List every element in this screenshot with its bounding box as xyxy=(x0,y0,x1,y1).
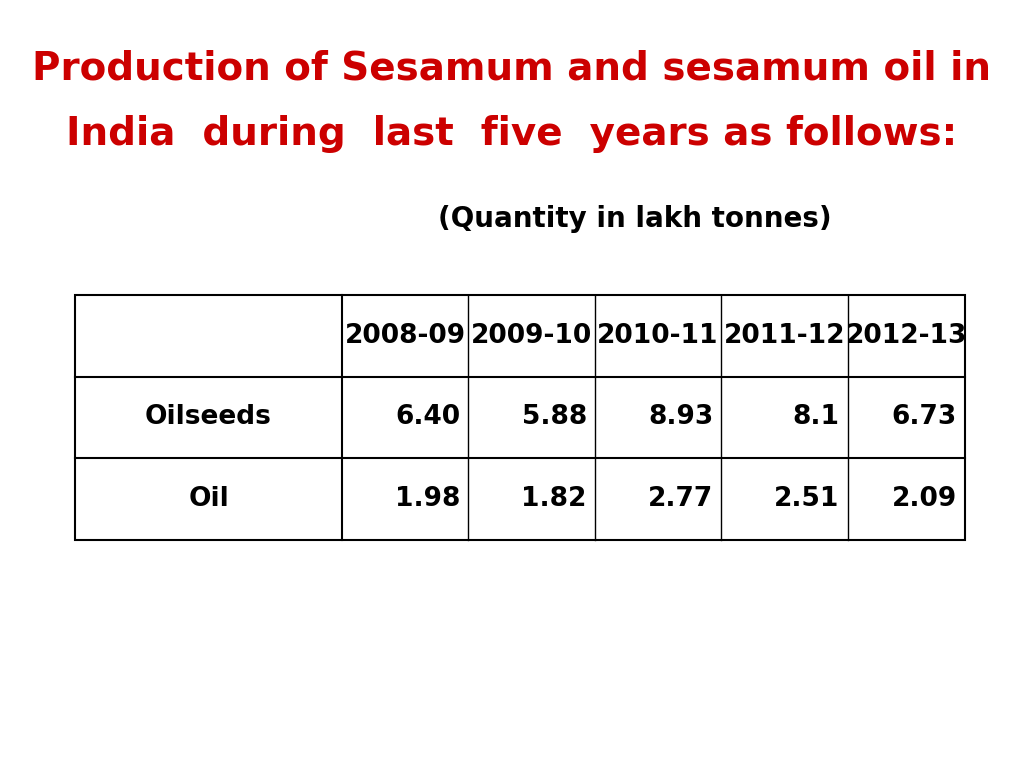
Text: Production of Sesamum and sesamum oil in: Production of Sesamum and sesamum oil in xyxy=(33,50,991,88)
Text: 2009-10: 2009-10 xyxy=(471,323,592,349)
Text: 2.77: 2.77 xyxy=(648,486,713,512)
Text: 1.82: 1.82 xyxy=(521,486,587,512)
Text: 2011-12: 2011-12 xyxy=(724,323,845,349)
Text: 2012-13: 2012-13 xyxy=(846,323,967,349)
Text: 2.09: 2.09 xyxy=(892,486,957,512)
Text: (Quantity in lakh tonnes): (Quantity in lakh tonnes) xyxy=(438,205,831,233)
Text: 2.51: 2.51 xyxy=(774,486,840,512)
Text: 1.98: 1.98 xyxy=(395,486,461,512)
Text: 2008-09: 2008-09 xyxy=(345,323,466,349)
Bar xyxy=(75,295,965,540)
Text: 8.1: 8.1 xyxy=(793,405,840,431)
Text: 6.40: 6.40 xyxy=(395,405,461,431)
Text: 6.73: 6.73 xyxy=(892,405,957,431)
Text: Oil: Oil xyxy=(188,486,229,512)
Text: 8.93: 8.93 xyxy=(648,405,713,431)
Text: Oilseeds: Oilseeds xyxy=(145,405,272,431)
Text: 5.88: 5.88 xyxy=(521,405,587,431)
Text: India  during  last  five  years as follows:: India during last five years as follows: xyxy=(67,115,957,153)
Text: 2010-11: 2010-11 xyxy=(597,323,719,349)
